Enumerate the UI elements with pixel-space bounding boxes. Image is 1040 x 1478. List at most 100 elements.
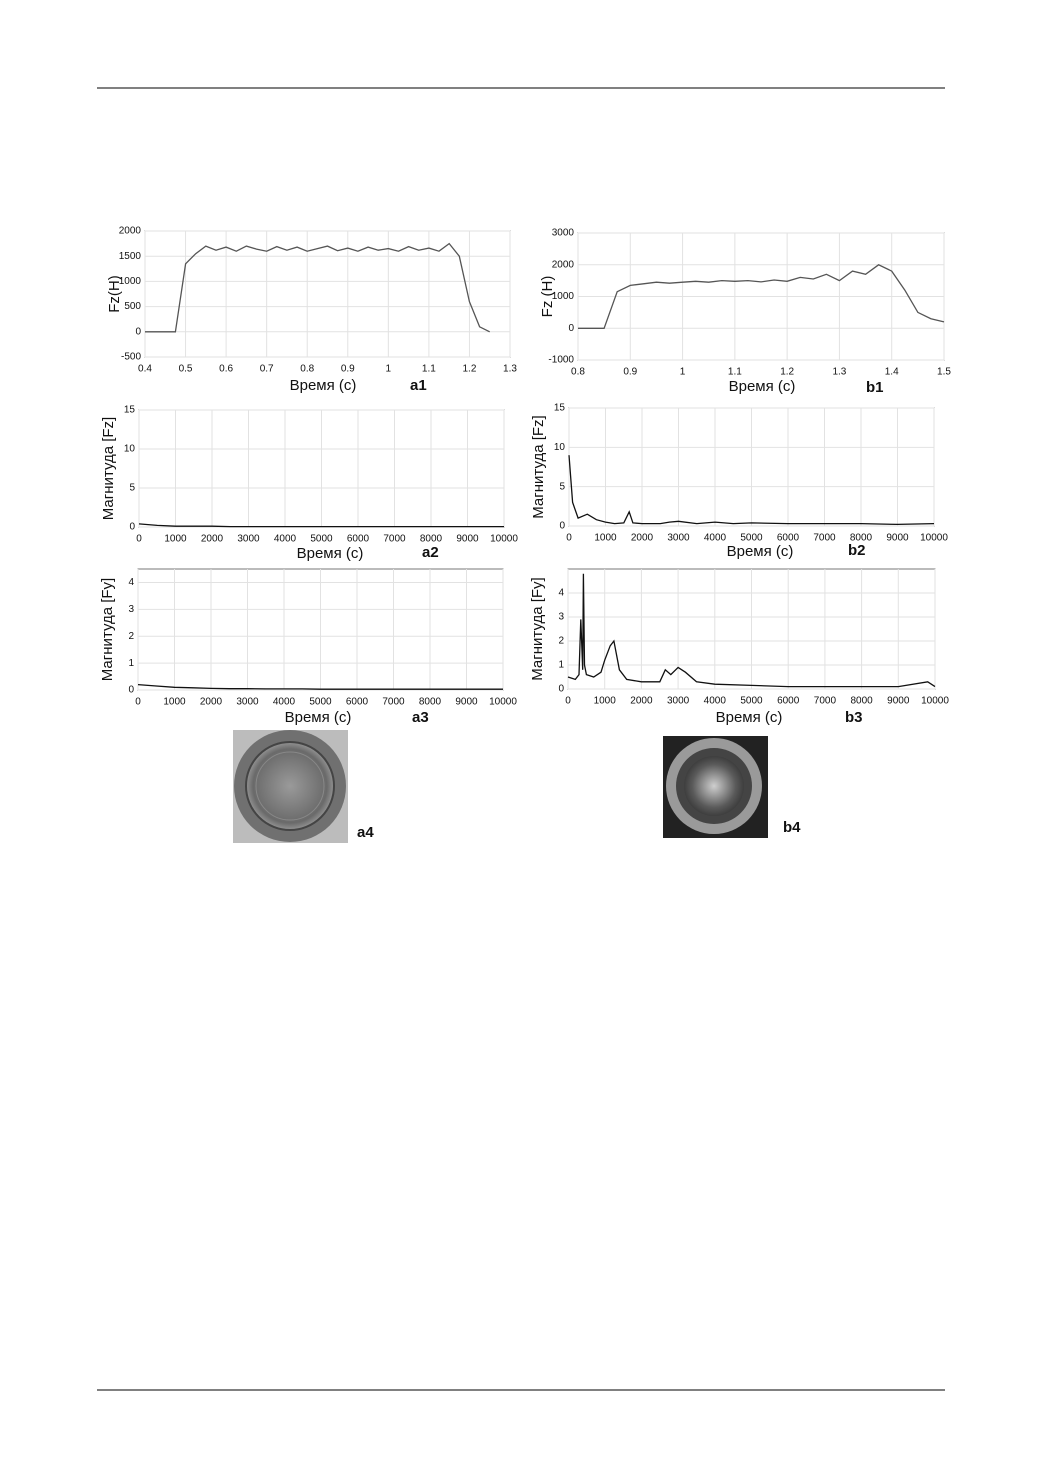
y-tick-label: 500: [124, 301, 141, 312]
x-tick-label: 1: [386, 364, 392, 375]
x-tick-label: 3000: [667, 696, 690, 707]
image-label: b4: [783, 819, 801, 836]
x-tick-label: 1.3: [832, 367, 846, 378]
y-tick-label: 1: [128, 658, 134, 669]
y-tick-label: 15: [124, 405, 136, 416]
x-tick-label: 0.7: [260, 364, 274, 375]
x-tick-label: 6000: [777, 533, 800, 544]
x-tick-label: 4000: [704, 696, 727, 707]
x-tick-label: 2000: [631, 533, 654, 544]
x-tick-label: 0.6: [219, 364, 233, 375]
y-tick-label: 0: [128, 685, 134, 696]
x-tick-label: 1.1: [422, 364, 436, 375]
panel-label: a2: [422, 544, 439, 561]
x-tick-label: 7000: [383, 534, 406, 545]
y-tick-label: 5: [559, 481, 565, 492]
x-axis-label: Время (с): [729, 378, 796, 395]
y-tick-label: 1500: [119, 251, 142, 262]
y-axis-label: Fz(H): [106, 275, 123, 313]
x-tick-label: 5000: [740, 696, 763, 707]
panel-label: b3: [845, 709, 863, 726]
y-tick-label: 10: [124, 444, 136, 455]
x-tick-label: 0: [565, 696, 571, 707]
x-tick-label: 9000: [455, 697, 478, 708]
y-tick-label: 5: [129, 483, 135, 494]
x-tick-label: 0.8: [571, 367, 585, 378]
x-tick-label: 7000: [814, 696, 837, 707]
x-tick-label: 9000: [887, 696, 910, 707]
x-tick-label: 1000: [164, 534, 187, 545]
data-line: [567, 573, 936, 688]
y-tick-label: 4: [128, 577, 134, 588]
photo-b4: [663, 736, 768, 838]
x-tick-label: 9000: [456, 534, 479, 545]
x-tick-label: 0: [136, 534, 142, 545]
x-tick-label: 3000: [237, 534, 260, 545]
y-axis-label: Магнитуда [Fy]: [529, 577, 546, 680]
y-tick-label: 3: [128, 604, 134, 615]
x-tick-label: 1000: [163, 697, 186, 708]
panel-label: b2: [848, 542, 866, 559]
x-tick-label: 7000: [813, 533, 836, 544]
y-tick-label: 15: [554, 403, 566, 414]
y-tick-label: 2: [128, 631, 134, 642]
y-tick-label: 2000: [119, 226, 142, 237]
y-tick-label: -1000: [548, 355, 574, 366]
x-tick-label: 8000: [850, 696, 873, 707]
y-tick-label: 1: [558, 660, 564, 671]
x-tick-label: 9000: [886, 533, 909, 544]
x-tick-label: 1.5: [937, 367, 951, 378]
x-tick-label: 1.4: [885, 367, 899, 378]
x-tick-label: 0.9: [341, 364, 355, 375]
y-tick-label: 0: [558, 684, 564, 695]
x-tick-label: 2000: [200, 697, 223, 708]
x-tick-label: 10000: [490, 534, 518, 545]
x-tick-label: 5000: [309, 697, 332, 708]
x-tick-label: 4000: [274, 534, 297, 545]
y-axis-label: Магнитуда [Fz]: [100, 417, 117, 520]
photo-a4: [233, 730, 348, 843]
y-tick-label: 0: [559, 521, 565, 532]
x-tick-label: 5000: [740, 533, 763, 544]
x-tick-label: 8000: [850, 533, 873, 544]
x-tick-label: 6000: [777, 696, 800, 707]
y-tick-label: -500: [121, 352, 141, 363]
y-tick-label: 0: [135, 326, 141, 337]
x-tick-label: 0.5: [179, 364, 193, 375]
x-tick-label: 0.4: [138, 364, 152, 375]
x-tick-label: 4000: [704, 533, 727, 544]
y-axis-label: Магнитуда [Fy]: [99, 578, 116, 681]
panel-label: a3: [412, 709, 429, 726]
x-tick-label: 10000: [920, 533, 948, 544]
x-tick-label: 8000: [419, 697, 442, 708]
x-tick-label: 7000: [382, 697, 405, 708]
x-tick-label: 3000: [236, 697, 259, 708]
y-tick-label: 2000: [552, 259, 575, 270]
x-tick-label: 0: [566, 533, 572, 544]
x-axis-label: Время (с): [290, 377, 357, 394]
x-axis-label: Время (с): [297, 545, 364, 562]
x-tick-label: 1: [680, 367, 686, 378]
x-tick-label: 0.8: [300, 364, 314, 375]
x-tick-label: 3000: [667, 533, 690, 544]
x-tick-label: 1.1: [728, 367, 742, 378]
data-line: [137, 683, 503, 690]
x-tick-label: 1.3: [503, 364, 517, 375]
y-tick-label: 1000: [552, 291, 575, 302]
y-axis-label: Fz (H): [539, 276, 556, 318]
x-tick-label: 1.2: [462, 364, 476, 375]
x-tick-label: 0.9: [623, 367, 637, 378]
x-axis-label: Время (с): [716, 709, 783, 726]
y-tick-label: 10: [554, 442, 566, 453]
data-line: [145, 242, 490, 333]
x-tick-label: 5000: [310, 534, 333, 545]
y-tick-label: 0: [568, 323, 574, 334]
data-line: [578, 264, 945, 329]
y-tick-label: 3: [558, 612, 564, 623]
x-tick-label: 1.2: [780, 367, 794, 378]
x-tick-label: 2000: [630, 696, 653, 707]
x-tick-label: 2000: [201, 534, 224, 545]
x-tick-label: 10000: [489, 697, 517, 708]
panel-label: b1: [866, 379, 884, 396]
